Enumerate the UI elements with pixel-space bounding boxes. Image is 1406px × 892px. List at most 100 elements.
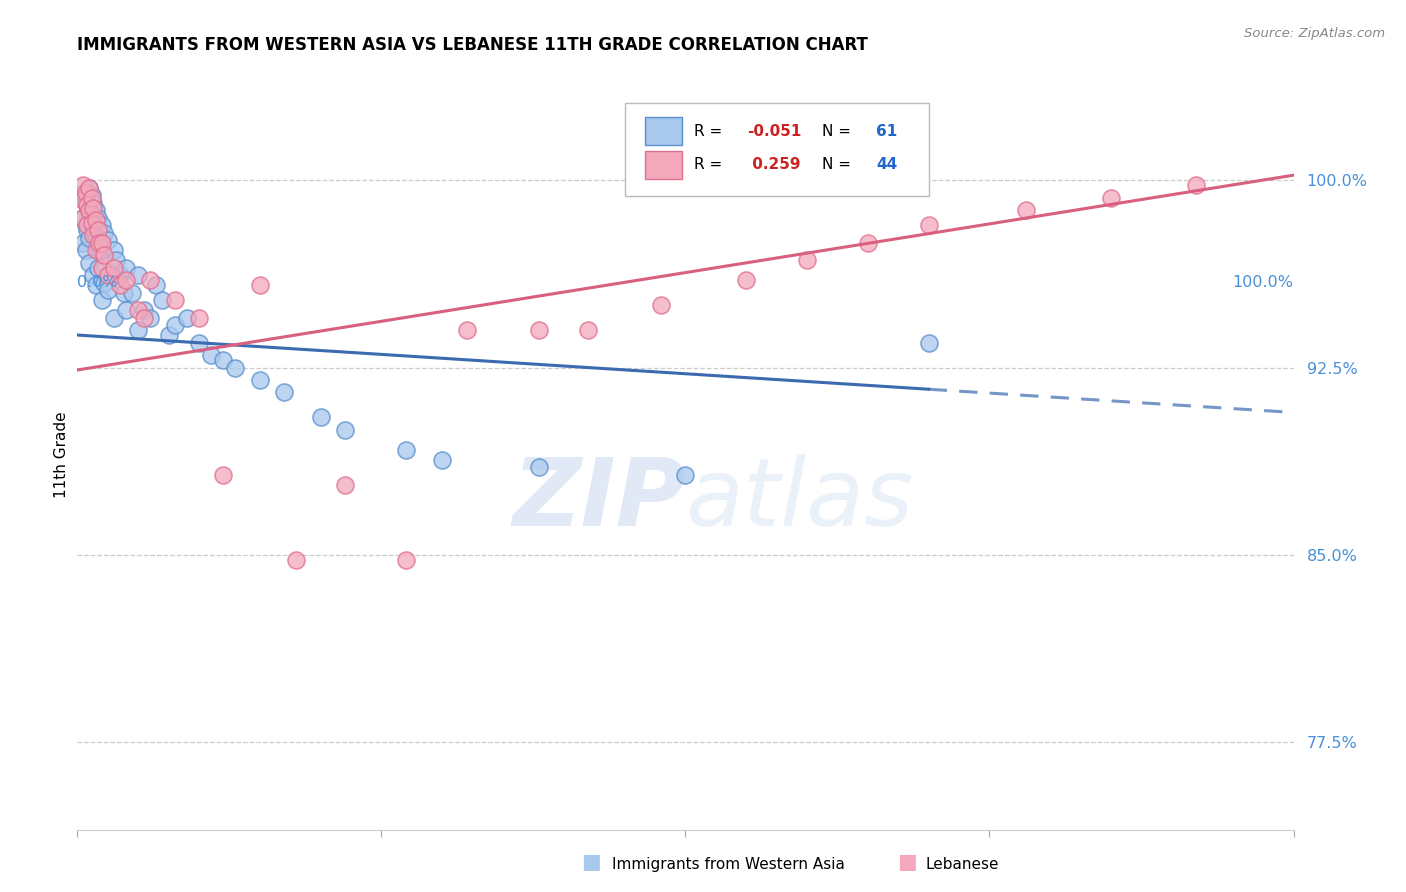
Point <box>84 243 107 257</box>
Point <box>127 303 149 318</box>
Point <box>285 553 308 567</box>
Point <box>145 278 167 293</box>
Point <box>76 223 98 237</box>
Text: N =: N = <box>821 124 855 139</box>
Point <box>212 467 235 482</box>
Text: 100.0%: 100.0% <box>1233 275 1294 290</box>
Point <box>84 278 107 293</box>
Point <box>395 442 418 457</box>
Y-axis label: 11th Grade: 11th Grade <box>53 411 69 499</box>
Point <box>1185 178 1208 193</box>
Point <box>97 233 120 247</box>
Point <box>93 226 115 240</box>
Point <box>309 410 332 425</box>
Point <box>72 235 94 250</box>
Point <box>796 253 818 268</box>
Point <box>87 223 110 237</box>
Point <box>395 553 418 567</box>
Text: IMMIGRANTS FROM WESTERN ASIA VS LEBANESE 11TH GRADE CORRELATION CHART: IMMIGRANTS FROM WESTERN ASIA VS LEBANESE… <box>77 36 869 54</box>
Point <box>134 310 156 325</box>
Point <box>650 298 672 312</box>
Text: -0.051: -0.051 <box>748 124 801 139</box>
Point <box>115 303 138 318</box>
Point <box>72 211 94 225</box>
Text: Immigrants from Western Asia: Immigrants from Western Asia <box>612 857 845 872</box>
Text: Lebanese: Lebanese <box>925 857 998 872</box>
Text: R =: R = <box>695 124 727 139</box>
Point <box>75 193 97 207</box>
Point <box>75 218 97 232</box>
Point <box>89 243 111 257</box>
Point <box>72 186 94 200</box>
Text: ■: ■ <box>581 853 600 872</box>
Point <box>79 180 101 194</box>
Text: ZIP: ZIP <box>513 454 686 546</box>
Point <box>127 323 149 337</box>
Point <box>430 453 453 467</box>
Text: atlas: atlas <box>686 454 914 545</box>
Point <box>115 260 138 275</box>
Point <box>90 243 112 257</box>
Point <box>90 293 112 307</box>
Point <box>87 260 110 275</box>
Point <box>72 211 94 225</box>
FancyBboxPatch shape <box>624 103 929 196</box>
Point <box>72 193 94 207</box>
Point <box>1099 191 1122 205</box>
Point <box>176 310 198 325</box>
Text: 0.0%: 0.0% <box>77 275 118 290</box>
Point <box>139 310 162 325</box>
Text: R =: R = <box>695 158 727 172</box>
Point <box>97 283 120 297</box>
Point <box>115 273 138 287</box>
Point <box>79 180 101 194</box>
Point <box>200 348 222 362</box>
Point <box>79 203 101 218</box>
Point <box>1015 203 1038 218</box>
Point <box>90 235 112 250</box>
Point <box>89 235 111 250</box>
Point <box>188 335 211 350</box>
Point <box>76 218 98 232</box>
Point <box>75 243 97 257</box>
Point <box>79 230 101 244</box>
Point <box>576 323 599 337</box>
Point <box>80 216 103 230</box>
Point <box>333 423 356 437</box>
Point <box>856 235 879 250</box>
Point <box>80 188 103 202</box>
Point <box>918 218 941 232</box>
Point <box>98 266 121 280</box>
Point <box>87 211 110 225</box>
Point <box>249 278 271 293</box>
Point <box>82 195 104 210</box>
Point <box>456 323 478 337</box>
Point <box>84 203 107 218</box>
Point <box>84 228 107 243</box>
Text: 0.259: 0.259 <box>748 158 801 172</box>
Point <box>273 385 295 400</box>
Point <box>103 243 125 257</box>
Point <box>529 323 551 337</box>
Point <box>249 373 271 387</box>
Text: N =: N = <box>821 158 855 172</box>
Point <box>84 213 107 227</box>
Point <box>108 268 131 282</box>
Point <box>93 248 115 262</box>
Point <box>82 220 104 235</box>
Bar <box>645 151 682 179</box>
Text: 61: 61 <box>876 124 897 139</box>
Point <box>82 228 104 243</box>
Point <box>76 198 98 212</box>
Point <box>75 186 97 200</box>
Point <box>121 285 143 300</box>
Point <box>529 460 551 475</box>
Point <box>157 328 180 343</box>
Point <box>224 360 246 375</box>
Point <box>112 285 135 300</box>
Point <box>134 303 156 318</box>
Point <box>90 218 112 232</box>
Text: 44: 44 <box>876 158 897 172</box>
Point <box>152 293 174 307</box>
Point <box>108 278 131 293</box>
